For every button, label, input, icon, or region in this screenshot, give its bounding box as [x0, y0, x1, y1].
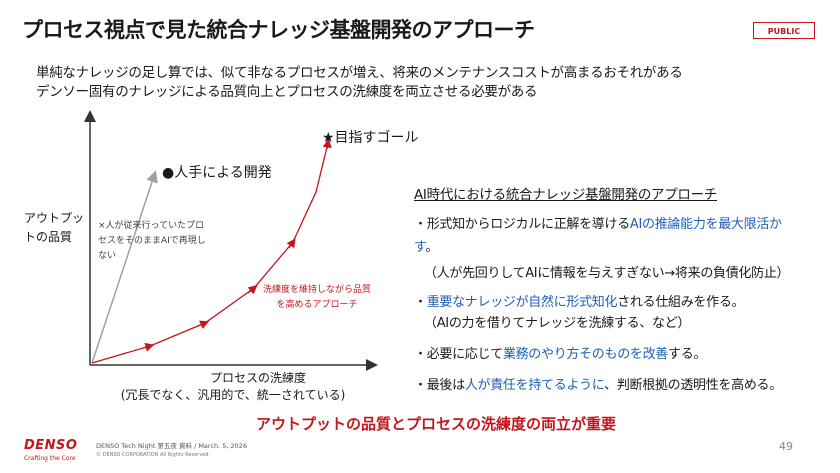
conclusion: アウトプットの品質とプロセスの洗練度の両立が重要: [256, 415, 617, 433]
bullet-2-pre: ・: [414, 295, 427, 310]
bullet-1-post: 。: [425, 240, 439, 255]
bullet-3-pre: ・必要に応じて: [414, 347, 503, 362]
page-title: プロセス視点で見た統合ナレッジ基盤開発のアプローチ: [22, 18, 535, 42]
human-development-label: ●人手による開発: [162, 165, 272, 181]
x-axis-sublabel: (冗長でなく、汎用的で、統一されている): [120, 388, 346, 402]
x-axis-label: プロセスの洗練度: [209, 371, 306, 385]
page-number: 49: [779, 440, 793, 453]
red-arrow-3: [247, 285, 258, 295]
red-arrow-5: [322, 138, 332, 150]
red-note: 洗練度を維持しながら品質を高めるアプローチ: [262, 285, 371, 310]
bullet-3-highlight: 業務のやり方そのものを改善: [502, 347, 669, 362]
bullet-2-note: （AIの力を借りてナレッジを洗練する、など）: [424, 316, 691, 331]
footer-event: DENSO Tech Night 第五夜 資料 / March. 5, 2026: [96, 442, 248, 450]
logo-tagline: Crafting the Core: [24, 455, 76, 462]
goal-label: ★目指すゴール: [322, 130, 419, 146]
footer-copyright: © DENSO CORPORATION All Rights Reserved.: [96, 452, 210, 458]
bullet-1: ・形式知からロジカルに正解を導けるAIの推論能力を最大限活か: [414, 213, 782, 232]
red-arrow-1: [142, 342, 155, 352]
bullet-4-pre: ・最後は: [414, 378, 465, 393]
human-development-arrow: [91, 170, 158, 364]
bullet-2: ・重要なナレッジが自然に形式知化される仕組みを作る。: [414, 291, 745, 310]
y-axis-label: アウトプットの品質: [24, 211, 85, 244]
bullet-1-pre: ・形式知からロジカルに正解を導ける: [414, 217, 630, 232]
denso-logo: DENSO: [24, 438, 78, 453]
bullet-1-cont: す。: [414, 236, 438, 255]
approach-heading: AI時代における統合ナレッジ基盤開発のアプローチ: [414, 187, 718, 203]
bullet-2-highlight: 重要なナレッジが自然に形式知化: [426, 295, 618, 310]
subtitle-line-2: デンソー固有のナレッジによる品質向上とプロセスの洗練度を両立させる必要がある: [36, 84, 538, 100]
subtitle-line-1: 単純なナレッジの足し算では、似て非なるプロセスが増え、将来のメンテナンスコストが…: [36, 65, 683, 81]
red-arrow-4: [286, 238, 296, 249]
bullet-1-note: （人が先回りしてAIに情報を与えすぎない→将来の負債化防止）: [424, 266, 790, 281]
bullet-3: ・必要に応じて業務のやり方そのものを改善する。: [414, 343, 706, 362]
public-badge: PUBLIC: [753, 22, 815, 39]
bullet-4-highlight: 人が責任を持てるように: [464, 378, 605, 393]
bullet-4: ・最後は人が責任を持てるように、判断根拠の透明性を高める。: [414, 374, 782, 393]
bullet-1-highlight-2: す: [414, 240, 426, 255]
gray-note: ×人が従来行っていたプロセスをそのままAIで再現しない: [98, 221, 206, 261]
bullet-1-highlight: AIの推論能力を最大限活か: [629, 217, 782, 232]
bullet-3-post: する。: [668, 347, 707, 362]
bullet-4-post: 、判断根拠の透明性を高める。: [604, 378, 782, 393]
red-arrow-2: [197, 320, 210, 329]
bullet-2-post: される仕組みを作る。: [617, 295, 745, 310]
